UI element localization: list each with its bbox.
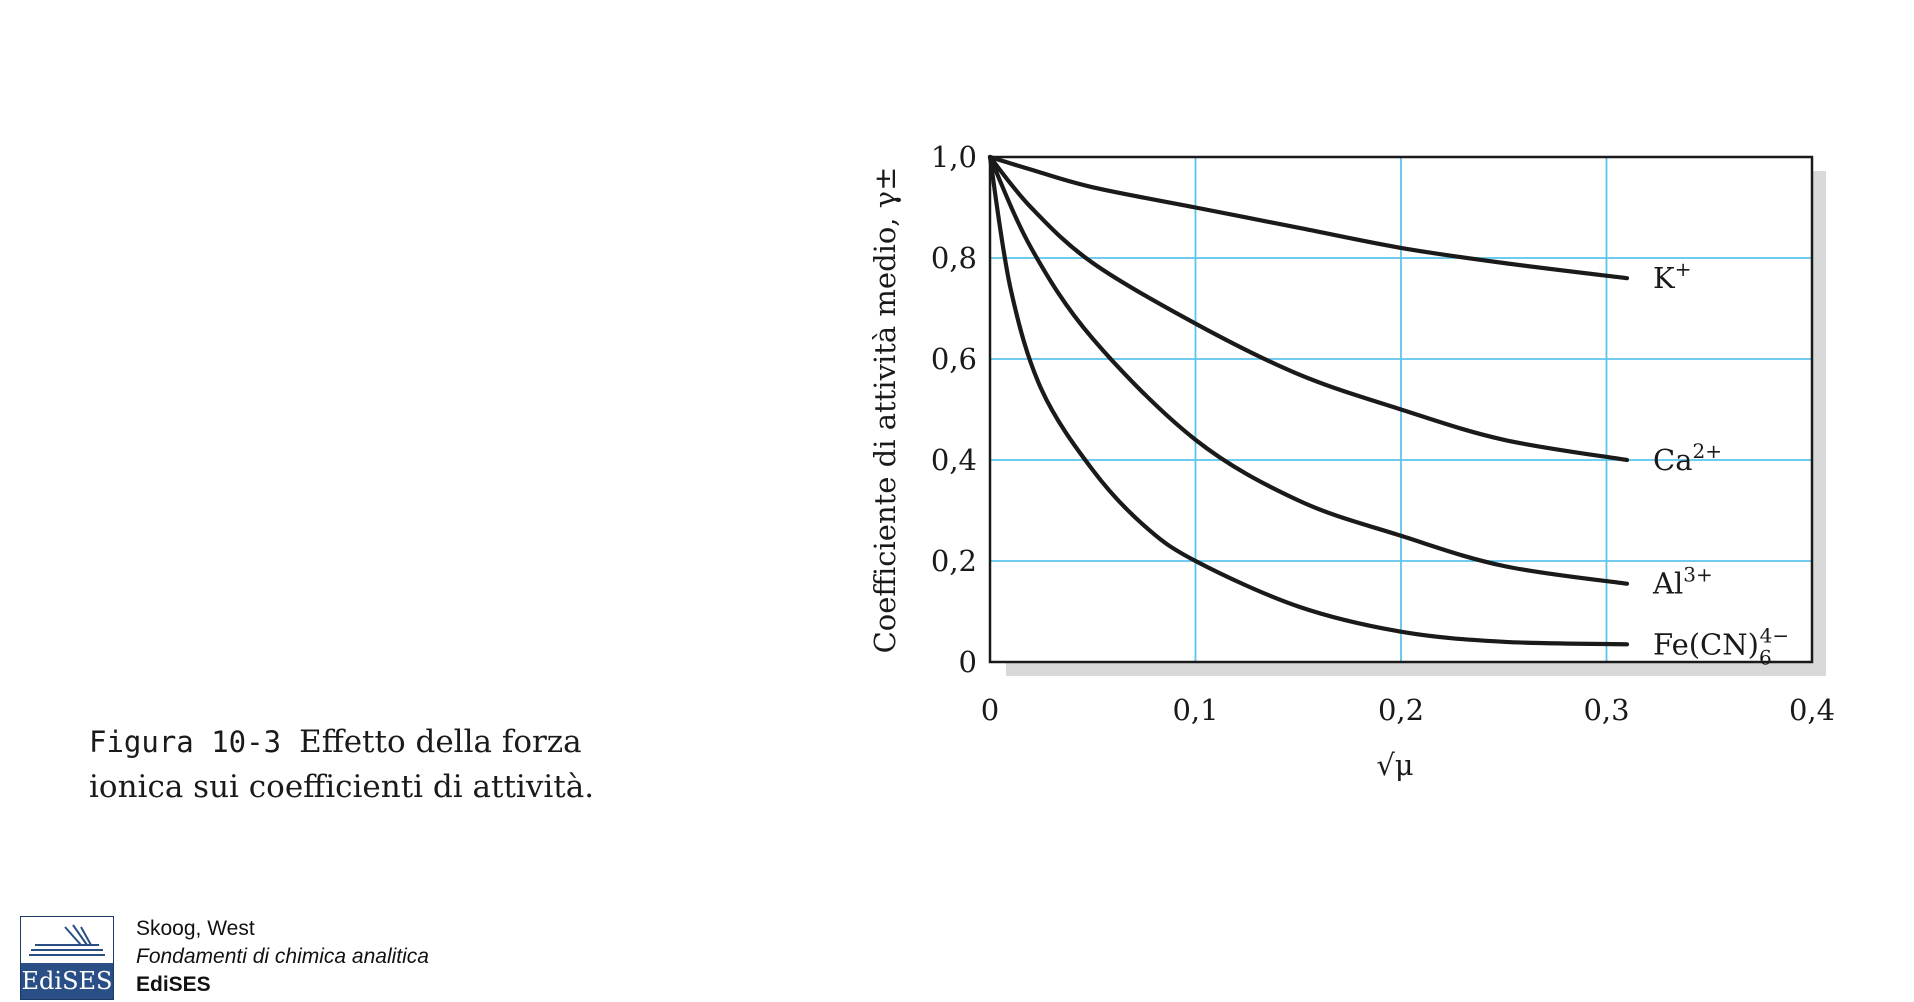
y-tick-label: 0 — [959, 645, 977, 679]
series-label-2: Al3+ — [1652, 563, 1713, 601]
caption-text: Effetto della forza ionica sui coefficie… — [89, 724, 595, 805]
authors: Skoog, West — [136, 917, 255, 940]
series-line-1 — [987, 154, 1630, 463]
series-label-1: Ca2+ — [1653, 439, 1722, 477]
x-tick-label: 0,2 — [1378, 693, 1424, 727]
series-line-2 — [987, 154, 1630, 586]
series-lines — [987, 154, 1630, 647]
series-label-3: Fe(CN)64− — [1653, 623, 1789, 669]
book-title: Fondamenti di chimica analitica — [136, 945, 429, 968]
series-labels: K+ Ca2+ Al3+ Fe(CN)64− — [1652, 257, 1789, 669]
y-tick-label: 0,8 — [931, 241, 977, 275]
y-tick-label: 0,2 — [931, 544, 977, 578]
publisher-logo: EdiSES — [20, 916, 114, 1000]
x-axis-ticks: 0 0,1 0,2 0,3 0,4 — [981, 693, 1835, 727]
publisher-name: EdiSES — [136, 973, 211, 996]
x-tick-label: 0,3 — [1583, 693, 1629, 727]
grid-lines — [990, 157, 1812, 662]
logo-text: EdiSES — [21, 967, 113, 995]
x-tick-label: 0 — [981, 693, 999, 727]
x-tick-label: 0,4 — [1789, 693, 1835, 727]
plot-frame — [988, 155, 1814, 664]
y-axis-ticks: 0 0,2 0,4 0,6 0,8 1,0 — [931, 140, 977, 679]
y-tick-label: 1,0 — [931, 140, 977, 174]
figure-caption: Figura 10-3 Effetto della forza ionica su… — [89, 720, 649, 810]
y-tick-label: 0,6 — [931, 342, 977, 376]
x-tick-label: 0,1 — [1172, 693, 1218, 727]
x-axis-title: √μ — [1376, 748, 1413, 782]
y-axis-title: Coefficiente di attività medio, γ± — [868, 167, 902, 654]
figure-number: Figura 10-3 — [89, 725, 282, 759]
book-credits: Skoog, West Fondamenti di chimica analit… — [136, 915, 429, 999]
book-icon — [21, 917, 113, 963]
series-label-0: K+ — [1653, 257, 1691, 295]
series-line-0 — [987, 154, 1630, 281]
y-tick-label: 0,4 — [931, 443, 977, 477]
series-line-3 — [987, 154, 1630, 647]
